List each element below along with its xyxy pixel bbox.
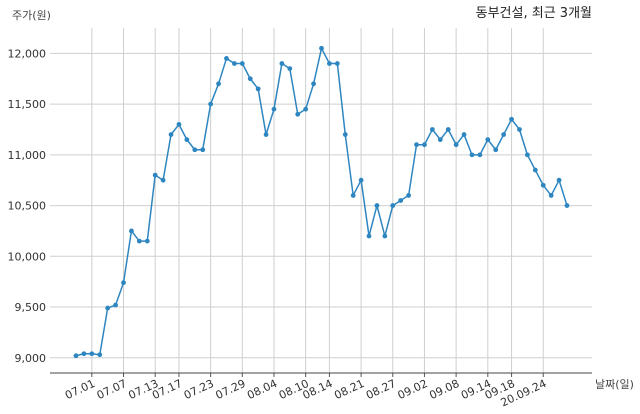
x-tick-label: 09.02 bbox=[396, 377, 430, 402]
data-point bbox=[525, 152, 530, 158]
data-point bbox=[287, 66, 293, 71]
data-point bbox=[255, 86, 261, 92]
y-tick-label: 10,000 bbox=[8, 250, 47, 263]
data-point bbox=[469, 152, 475, 158]
data-point bbox=[493, 147, 499, 153]
data-point bbox=[548, 193, 554, 198]
data-point bbox=[208, 101, 214, 107]
data-point bbox=[152, 172, 158, 178]
y-tick-labels: 9,000 9,500 10,000 10,500 11,000 11,500 12,000 bbox=[8, 47, 47, 364]
x-tick-label: 08.27 bbox=[364, 377, 398, 402]
y-tick-label: 9,000 bbox=[15, 352, 47, 365]
data-point bbox=[121, 280, 126, 286]
x-tick-labels: 07.0107.0707.1307.1707.2307.2908.0408.10… bbox=[63, 377, 548, 409]
y-tick-label: 12,000 bbox=[8, 47, 47, 60]
data-point bbox=[263, 132, 269, 137]
data-point bbox=[184, 137, 190, 143]
data-point bbox=[129, 228, 134, 234]
data-point bbox=[271, 106, 277, 112]
x-tick-label: 07.01 bbox=[63, 377, 97, 402]
data-point bbox=[342, 132, 348, 137]
data-point bbox=[73, 353, 79, 359]
data-points-group bbox=[73, 45, 570, 359]
x-tick-label: 09.08 bbox=[427, 377, 461, 402]
data-point bbox=[89, 351, 95, 357]
y-tick-label: 9,500 bbox=[15, 301, 47, 314]
y-tick-label: 11,500 bbox=[8, 98, 47, 111]
x-axis-title: 날짜(일) bbox=[595, 377, 634, 391]
data-point bbox=[366, 233, 372, 239]
data-point bbox=[144, 238, 150, 244]
data-point bbox=[429, 127, 435, 132]
x-tick-label: 07.23 bbox=[182, 377, 216, 402]
y-tick-label: 10,500 bbox=[8, 200, 47, 213]
data-point bbox=[192, 147, 198, 153]
data-point bbox=[477, 152, 483, 158]
data-point bbox=[97, 352, 103, 358]
data-point bbox=[239, 61, 245, 66]
data-point bbox=[556, 177, 562, 183]
x-tick-label: 08.21 bbox=[332, 377, 366, 402]
data-point bbox=[105, 305, 111, 311]
data-point bbox=[81, 351, 87, 357]
data-point bbox=[414, 142, 419, 148]
data-point bbox=[295, 111, 301, 117]
data-point bbox=[390, 203, 396, 208]
data-point bbox=[350, 193, 356, 198]
data-point bbox=[168, 132, 174, 137]
data-point bbox=[160, 177, 166, 183]
data-point bbox=[501, 132, 507, 137]
data-point bbox=[176, 122, 182, 127]
data-point bbox=[200, 147, 206, 153]
data-point bbox=[422, 142, 427, 148]
x-tick-label: 08.04 bbox=[245, 377, 279, 402]
data-point bbox=[382, 233, 388, 239]
x-tick-label: 07.07 bbox=[95, 377, 129, 402]
chart-title: 동부건설, 최근 3개월 bbox=[476, 6, 592, 21]
data-point bbox=[319, 45, 324, 51]
data-point bbox=[303, 106, 309, 112]
data-point bbox=[358, 177, 364, 183]
data-point bbox=[374, 203, 380, 208]
data-point bbox=[437, 137, 443, 143]
grid-lines bbox=[50, 28, 592, 377]
data-point bbox=[311, 81, 316, 87]
data-point bbox=[461, 132, 467, 137]
data-point bbox=[485, 137, 491, 143]
data-point bbox=[445, 127, 451, 132]
data-point bbox=[279, 61, 285, 66]
data-point bbox=[224, 56, 229, 61]
series-line bbox=[75, 47, 568, 357]
data-point bbox=[532, 167, 538, 173]
series-line-group bbox=[75, 47, 568, 357]
data-point bbox=[406, 193, 412, 198]
data-point bbox=[231, 61, 237, 66]
data-point bbox=[113, 302, 118, 308]
data-point bbox=[247, 76, 253, 82]
data-point bbox=[453, 142, 459, 148]
data-point bbox=[216, 81, 221, 87]
data-point bbox=[517, 127, 522, 132]
data-point bbox=[136, 238, 142, 244]
data-point bbox=[327, 61, 332, 66]
y-axis-title: 주가(원) bbox=[12, 9, 51, 22]
data-point bbox=[540, 182, 546, 188]
data-point bbox=[398, 198, 404, 203]
data-point bbox=[564, 203, 570, 208]
y-tick-label: 11,000 bbox=[8, 149, 47, 162]
x-tick-label: 07.29 bbox=[214, 377, 248, 402]
data-point bbox=[509, 116, 514, 122]
data-point bbox=[334, 61, 340, 66]
